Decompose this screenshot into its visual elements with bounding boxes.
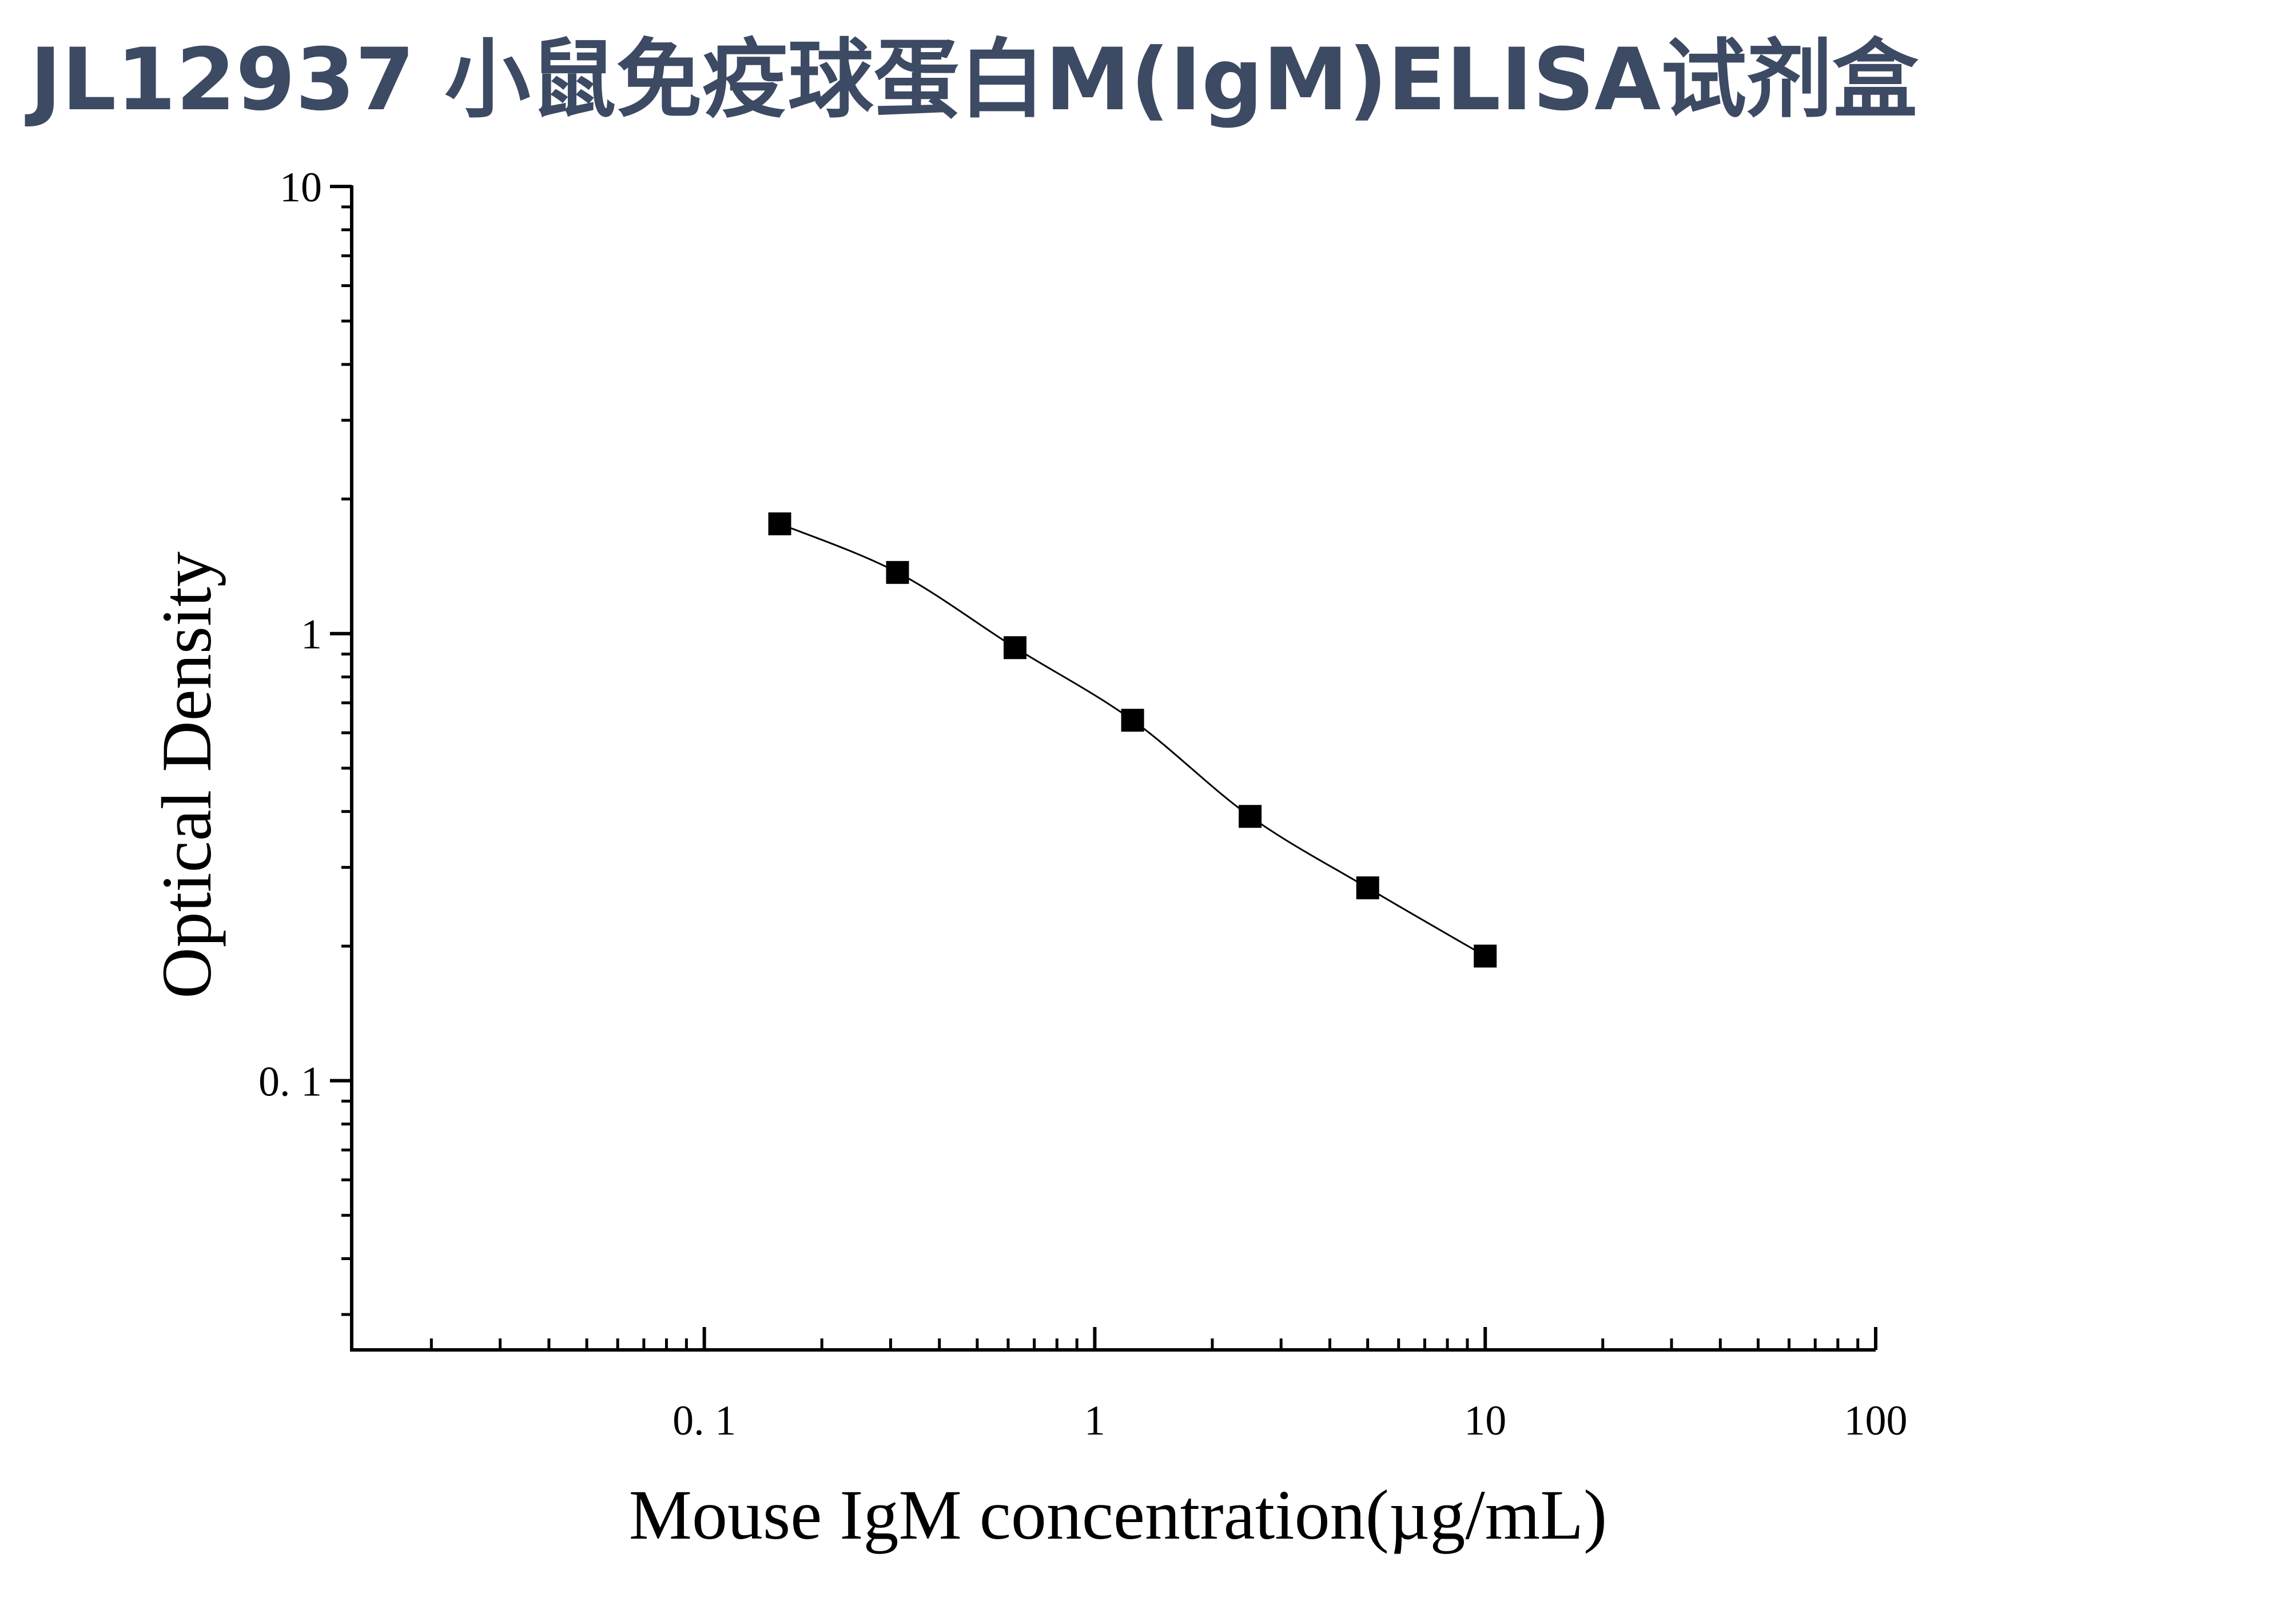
x-tick-label: 100 <box>1844 1397 1908 1444</box>
x-tick-label: 0. 1 <box>673 1397 736 1444</box>
data-point-marker <box>1239 805 1262 828</box>
x-tick-label: 1 <box>1084 1397 1105 1444</box>
data-point-marker <box>768 512 791 535</box>
y-tick-label: 1 <box>301 611 322 658</box>
data-point-marker <box>1004 636 1026 660</box>
fit-curve-layer <box>779 523 1486 957</box>
ticks: 0. 1 1 10 0. 1 1 10 100 <box>258 164 1908 1444</box>
y-tick-label: 0. 1 <box>258 1058 322 1105</box>
axes <box>350 185 1876 1352</box>
x-axis-title: Mouse IgM concentration(µg/mL) <box>629 1476 1607 1554</box>
data-point-marker <box>886 561 909 584</box>
data-point-marker <box>1474 944 1497 968</box>
x-tick-label: 10 <box>1464 1397 1506 1444</box>
page-title: JL12937 小鼠免疫球蛋白M(IgM)ELISA试剂盒 <box>30 30 1919 130</box>
y-axis-title: Optical Density <box>148 551 226 999</box>
data-points <box>768 512 1497 968</box>
fit-curve <box>779 523 1486 957</box>
data-point-marker <box>1121 709 1144 732</box>
y-tick-label: 10 <box>280 164 322 211</box>
data-point-marker <box>1356 876 1379 900</box>
